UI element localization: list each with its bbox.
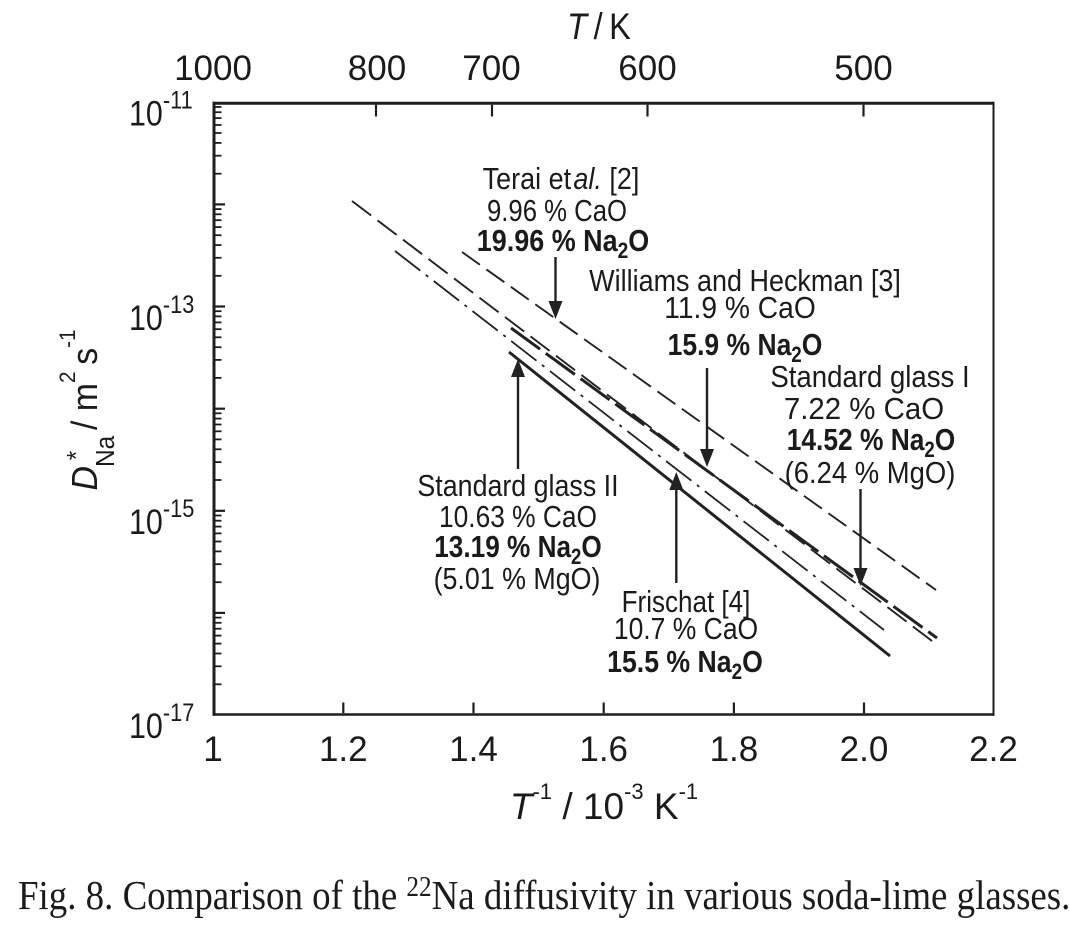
svg-text:DNa* / m2 s-1: DNa* / m2 s-1 bbox=[55, 329, 120, 490]
svg-text:9.96 % CaO: 9.96 % CaO bbox=[487, 194, 627, 229]
svg-text:1.2: 1.2 bbox=[319, 730, 368, 769]
svg-text:10-13: 10-13 bbox=[129, 290, 194, 337]
svg-text:Williams and Heckman [3]: Williams and Heckman [3] bbox=[589, 264, 901, 298]
svg-text:(6.24 % MgO): (6.24 % MgO) bbox=[785, 457, 956, 491]
svg-text:500: 500 bbox=[834, 49, 892, 88]
svg-text:1: 1 bbox=[203, 730, 222, 769]
svg-text:800: 800 bbox=[348, 49, 406, 88]
svg-text:2.2: 2.2 bbox=[969, 730, 1018, 769]
svg-text:Frischat [4]: Frischat [4] bbox=[622, 585, 751, 620]
svg-text:(5.01 % MgO): (5.01 % MgO) bbox=[434, 562, 601, 596]
svg-text:T / K: T / K bbox=[567, 6, 631, 47]
svg-text:600: 600 bbox=[618, 49, 676, 88]
svg-text:10.63 % CaO: 10.63 % CaO bbox=[439, 500, 597, 534]
svg-text:Standard glass I: Standard glass I bbox=[770, 360, 969, 395]
svg-text:19.96 % Na2O: 19.96 % Na2O bbox=[477, 224, 650, 263]
svg-text:10.7 % CaO: 10.7 % CaO bbox=[614, 612, 758, 646]
svg-text:2.0: 2.0 bbox=[840, 730, 889, 769]
svg-text:Fig. 8. Comparison of the 22Na: Fig. 8. Comparison of the 22Na diffusivi… bbox=[18, 871, 1070, 919]
svg-text:11.9 % CaO: 11.9 % CaO bbox=[664, 291, 816, 326]
svg-text:10-15: 10-15 bbox=[129, 495, 194, 542]
svg-text:Terai et al. [2]: Terai et al. [2] bbox=[483, 162, 640, 196]
svg-text:1000: 1000 bbox=[174, 49, 252, 88]
svg-text:15.5 % Na2O: 15.5 % Na2O bbox=[607, 645, 763, 684]
svg-text:1.6: 1.6 bbox=[579, 730, 628, 769]
svg-text:1.4: 1.4 bbox=[449, 730, 498, 769]
svg-text:700: 700 bbox=[462, 49, 520, 88]
svg-text:1.8: 1.8 bbox=[710, 730, 759, 769]
svg-text:T-1 / 10-3 K-1: T-1 / 10-3 K-1 bbox=[510, 779, 698, 827]
svg-text:7.22 % CaO: 7.22 % CaO bbox=[784, 392, 944, 426]
svg-text:Standard glass II: Standard glass II bbox=[417, 469, 618, 503]
